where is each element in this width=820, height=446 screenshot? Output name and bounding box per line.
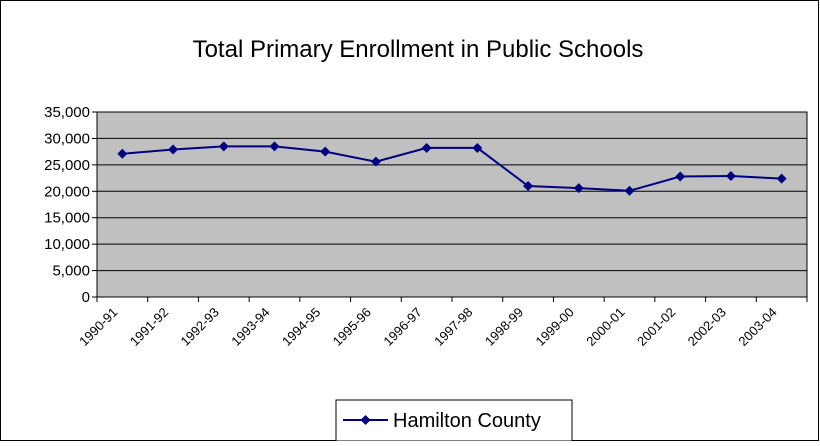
data-point: [370, 156, 381, 167]
data-point: [472, 142, 483, 153]
gridlines: [97, 111, 807, 272]
legend: Hamilton County: [335, 399, 573, 442]
series-group: [117, 141, 787, 196]
y-axis: 0 5,000 10,000 15,000 20,000 25,000 30,000 35,0…: [44, 104, 98, 306]
y-tick-label: 15,000: [44, 210, 90, 227]
legend-marker: [360, 415, 371, 425]
data-point: [168, 144, 179, 155]
data-point: [218, 141, 229, 152]
legend-label-hamilton-county: Hamilton County: [393, 410, 541, 432]
chart-title: Total Primary Enrollment in Public Schoo…: [193, 36, 644, 63]
data-point: [117, 148, 128, 159]
y-tick-label: 5,000: [52, 263, 90, 280]
y-tick-label: 35,000: [44, 104, 90, 121]
data-point: [675, 171, 686, 182]
data-point: [523, 181, 534, 191]
data-point: [776, 173, 787, 184]
y-tick-label: 0: [82, 289, 90, 306]
data-point: [320, 146, 331, 157]
data-point: [269, 141, 280, 152]
y-tick-label: 25,000: [44, 157, 90, 174]
data-point: [624, 185, 635, 196]
data-point: [573, 183, 584, 194]
plot-area: [96, 111, 808, 298]
y-tick-label: 30,000: [44, 130, 90, 147]
y-tick-label: 10,000: [44, 236, 90, 253]
y-tick-label: 20,000: [44, 183, 90, 200]
series-line-hamilton-county: [122, 145, 782, 192]
data-point: [725, 170, 736, 181]
data-point: [421, 142, 432, 153]
